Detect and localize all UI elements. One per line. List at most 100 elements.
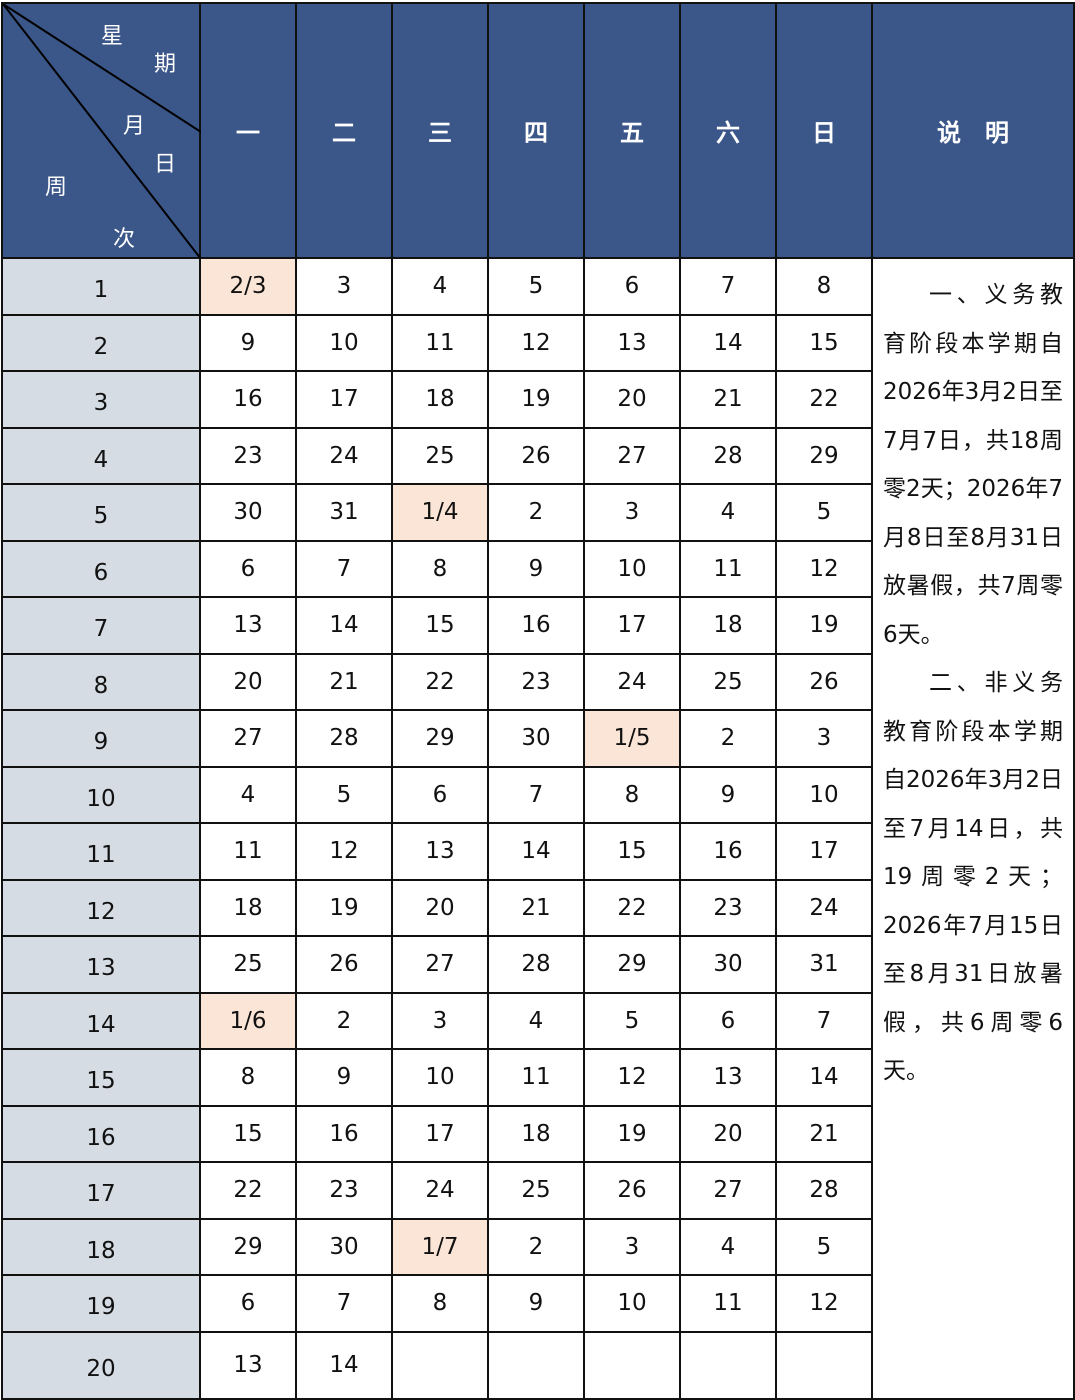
note-paragraph: 一、义务教育阶段本学期自2026年3月2日至7月7日，共18周零2天；2026年… <box>883 282 1063 648</box>
date-cell: 13 <box>199 596 297 655</box>
date-cell: 18 <box>679 596 777 655</box>
date-cell: 20 <box>391 878 489 937</box>
date-cell: 5 <box>775 1217 873 1276</box>
date-cell: 7 <box>295 1274 393 1333</box>
notes-cell: 一、义务教育阶段本学期自2026年3月2日至7月7日，共18周零2天；2026年… <box>871 257 1075 1400</box>
date-cell: 31 <box>775 935 873 994</box>
week-number-cell: 16 <box>1 1104 201 1163</box>
week-number-cell: 4 <box>1 426 201 485</box>
date-cell: 23 <box>295 1161 393 1220</box>
date-cell: 25 <box>391 426 489 485</box>
date-cell: 1/5 <box>583 709 681 768</box>
week-row: 5 30 31 1/4 2 3 4 5 <box>1 483 1074 542</box>
date-cell: 25 <box>679 652 777 711</box>
date-cell: 27 <box>391 935 489 994</box>
date-cell: 12 <box>487 313 585 372</box>
date-cell: 15 <box>775 313 873 372</box>
week-number-cell: 6 <box>1 539 201 598</box>
date-cell: 24 <box>583 652 681 711</box>
date-label-2: 日 <box>154 152 177 177</box>
date-cell: 8 <box>391 539 489 598</box>
date-cell: 20 <box>199 652 297 711</box>
date-cell: 8 <box>199 1048 297 1107</box>
date-cell: 17 <box>295 370 393 429</box>
note-paragraph: 二、非义务教育阶段本学期自2026年3月2日至7月14日，共19周零2天；202… <box>883 670 1063 1084</box>
date-cell: 11 <box>679 1274 777 1333</box>
date-cell: 9 <box>295 1048 393 1107</box>
day-header-fri: 五 <box>583 2 681 259</box>
date-cell: 12 <box>583 1048 681 1107</box>
date-cell: 13 <box>679 1048 777 1107</box>
date-cell: 18 <box>199 878 297 937</box>
date-cell: 22 <box>775 370 873 429</box>
date-cell: 1/4 <box>391 483 489 542</box>
date-cell: 26 <box>295 935 393 994</box>
date-cell: 14 <box>775 1048 873 1107</box>
week-number-cell: 7 <box>1 596 201 655</box>
week-number-cell: 10 <box>1 765 201 824</box>
date-cell: 12 <box>295 822 393 881</box>
week-row: 7 13 14 15 16 17 18 19 <box>1 596 1074 655</box>
date-cell: 7 <box>487 765 585 824</box>
date-cell: 18 <box>391 370 489 429</box>
weekday-label-2: 期 <box>154 52 177 77</box>
date-cell <box>583 1330 681 1400</box>
date-cell: 24 <box>391 1161 489 1220</box>
date-cell: 8 <box>391 1274 489 1333</box>
date-cell: 10 <box>583 539 681 598</box>
week-row: 11 11 12 13 14 15 16 17 <box>1 822 1074 881</box>
date-cell: 8 <box>583 765 681 824</box>
week-number-cell: 1 <box>1 257 201 316</box>
week-row: 2 9 10 11 12 13 14 15 <box>1 313 1074 372</box>
day-header-thu: 四 <box>487 2 585 259</box>
date-cell: 5 <box>583 991 681 1050</box>
week-row: 12 18 19 20 21 22 23 24 <box>1 878 1074 937</box>
date-cell: 30 <box>487 709 585 768</box>
date-cell: 13 <box>583 313 681 372</box>
date-cell: 1/6 <box>199 991 297 1050</box>
week-row: 6 6 7 8 9 10 11 12 <box>1 539 1074 598</box>
date-cell: 6 <box>391 765 489 824</box>
date-cell: 11 <box>199 822 297 881</box>
weekday-label-1: 星 <box>101 24 124 49</box>
date-cell: 16 <box>295 1104 393 1163</box>
date-cell: 4 <box>679 1217 777 1276</box>
date-cell: 4 <box>391 257 489 316</box>
date-cell: 19 <box>775 596 873 655</box>
date-cell: 20 <box>679 1104 777 1163</box>
day-header-wed: 三 <box>391 2 489 259</box>
week-row: 1 2/3 3 4 5 6 7 8 一、义务教育阶段本学期自2026年3月2日至7月7日，共18… <box>1 257 1075 1400</box>
date-cell: 21 <box>775 1104 873 1163</box>
date-cell: 10 <box>775 765 873 824</box>
date-cell: 3 <box>391 991 489 1050</box>
date-cell: 21 <box>679 370 777 429</box>
date-cell <box>775 1330 873 1400</box>
date-cell: 14 <box>679 313 777 372</box>
week-label-1: 周 <box>45 175 68 200</box>
week-label-2: 次 <box>113 227 136 252</box>
date-cell <box>679 1330 777 1400</box>
date-cell: 9 <box>199 313 297 372</box>
date-cell: 13 <box>199 1330 297 1400</box>
date-cell: 23 <box>679 878 777 937</box>
date-cell: 12 <box>775 539 873 598</box>
date-cell: 3 <box>583 483 681 542</box>
date-cell: 14 <box>487 822 585 881</box>
date-cell: 22 <box>391 652 489 711</box>
week-number-cell: 12 <box>1 878 201 937</box>
day-header-mon: 一 <box>199 2 297 259</box>
week-number-cell: 13 <box>1 935 201 994</box>
date-cell: 17 <box>391 1104 489 1163</box>
date-cell: 9 <box>679 765 777 824</box>
week-row: 10 4 5 6 7 8 9 10 <box>1 765 1074 824</box>
date-cell: 4 <box>679 483 777 542</box>
date-cell: 1/7 <box>391 1217 489 1276</box>
week-row: 3 16 17 18 19 20 21 22 <box>1 370 1074 429</box>
day-header-tue: 二 <box>295 2 393 259</box>
date-cell <box>487 1330 585 1400</box>
date-cell: 6 <box>679 991 777 1050</box>
date-cell: 10 <box>583 1274 681 1333</box>
date-cell: 6 <box>199 1274 297 1333</box>
date-cell: 2 <box>295 991 393 1050</box>
